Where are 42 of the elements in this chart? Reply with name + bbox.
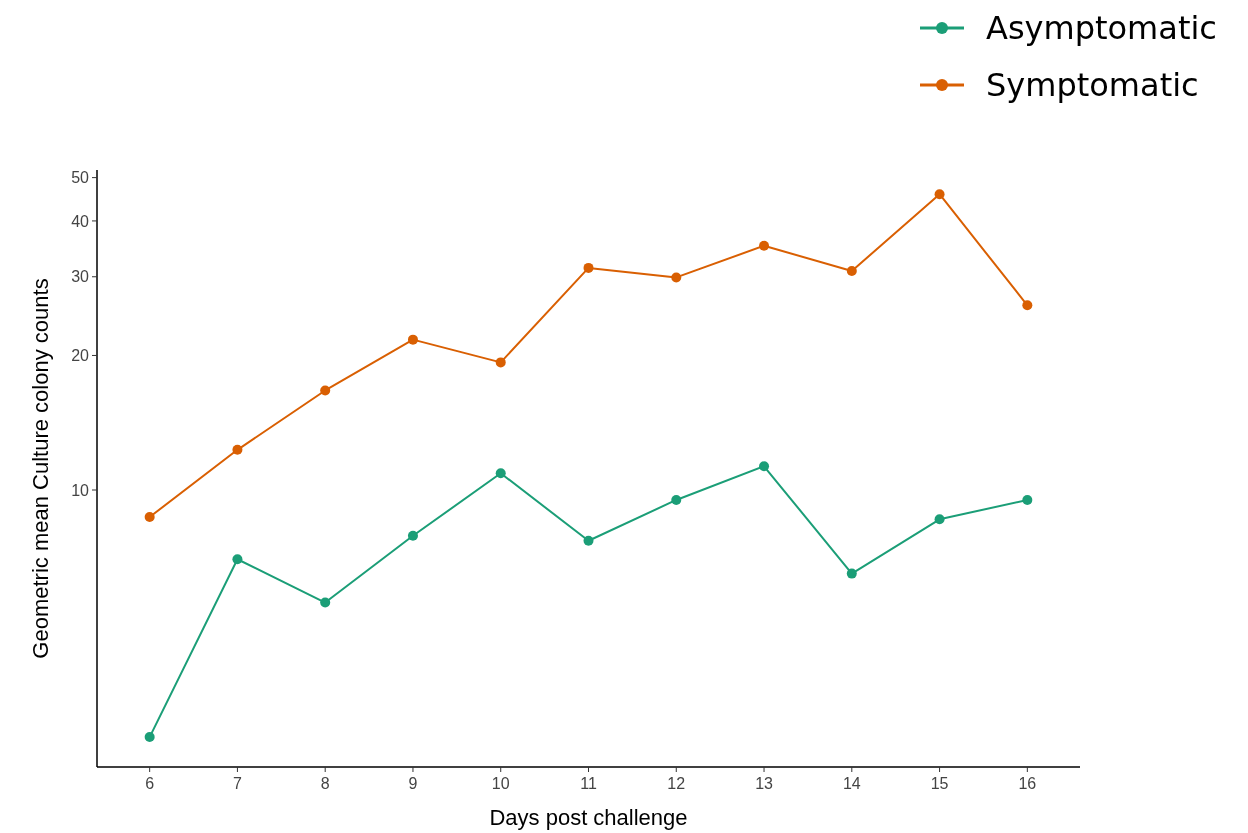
y-tick-label: 10 (71, 481, 90, 499)
point (846, 266, 857, 277)
x-tick-label: 15 (930, 775, 949, 792)
point (759, 461, 770, 472)
point (583, 262, 594, 273)
legend-label: Symptomatic (986, 66, 1199, 105)
point (934, 189, 945, 200)
point (232, 444, 243, 455)
x-tick-label: 7 (232, 775, 242, 792)
y-tick-label: 20 (71, 347, 90, 365)
x-tick-label: 14 (842, 775, 861, 792)
point (232, 554, 243, 565)
point (495, 468, 506, 479)
y-tick-label: 50 (71, 169, 90, 187)
point (320, 385, 331, 396)
x-tick-label: 8 (320, 775, 330, 792)
point (846, 568, 857, 579)
y-tick-label: 40 (71, 212, 90, 230)
x-tick-label: 10 (491, 775, 510, 792)
y-axis-title: Geometric mean Culture colony counts (28, 278, 53, 659)
point (495, 357, 506, 368)
point (407, 334, 418, 345)
x-tick-label: 13 (755, 775, 774, 792)
point (671, 494, 682, 505)
x-axis-title: Days post challenge (489, 805, 688, 830)
point (1022, 494, 1033, 505)
point (1022, 300, 1033, 311)
x-tick-label: 9 (408, 775, 418, 792)
x-tick-label: 16 (1018, 775, 1037, 792)
x-tick-label: 12 (667, 775, 686, 792)
legend-label: Asymptomatic (986, 9, 1217, 48)
point (934, 514, 945, 525)
x-tick-label: 11 (580, 775, 597, 792)
point (583, 535, 594, 546)
x-tick-label: 6 (145, 775, 155, 792)
y-tick-label: 30 (71, 268, 90, 286)
point (759, 240, 770, 251)
point (320, 597, 331, 608)
point (144, 512, 155, 523)
point (144, 732, 155, 743)
point (407, 530, 418, 541)
point (671, 272, 682, 283)
